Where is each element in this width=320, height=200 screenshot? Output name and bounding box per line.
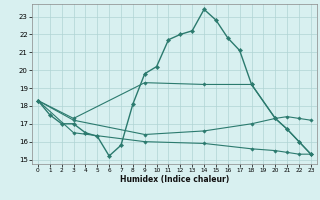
X-axis label: Humidex (Indice chaleur): Humidex (Indice chaleur) bbox=[120, 175, 229, 184]
